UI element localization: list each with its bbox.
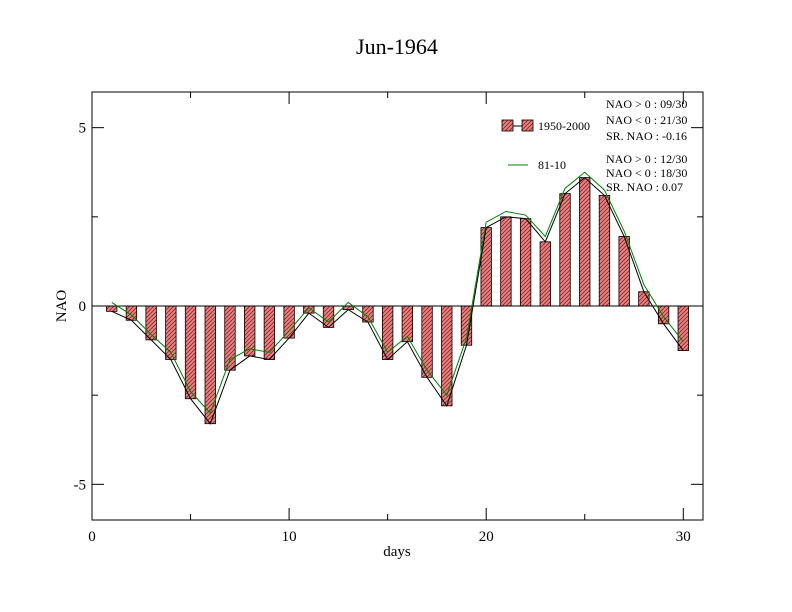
legend: 1950-2000 81-10 NAO > 0 : 09/30 NAO < 0 … [501, 97, 687, 194]
bar-day-17 [421, 305, 433, 378]
stat-81-10-neg: NAO < 0 : 18/30 [606, 166, 687, 180]
stat-1950-2000-pos: NAO > 0 : 09/30 [606, 97, 687, 111]
line-81-10 [111, 171, 684, 414]
bar-day-24 [559, 193, 571, 307]
stat-81-10-sr: SR. NAO : 0.07 [606, 180, 683, 194]
x-axis-label: days [383, 544, 411, 560]
chart-title: Jun-1964 [356, 34, 438, 59]
bar-day-28 [638, 291, 650, 307]
stat-1950-2000-sr: SR. NAO : -0.16 [606, 129, 687, 143]
bar-series [106, 177, 689, 425]
legend-label-1950-2000: 1950-2000 [538, 119, 590, 133]
legend-swatch-bar-right [521, 119, 534, 132]
bar-day-21 [500, 216, 512, 307]
y-tick-label: 0 [79, 299, 87, 315]
line-1950-2000 [111, 176, 684, 425]
bar-day-26 [598, 195, 611, 307]
x-tick-label: 30 [676, 529, 691, 545]
stat-1950-2000-neg: NAO < 0 : 21/30 [606, 113, 687, 127]
stat-81-10-pos: NAO > 0 : 12/30 [606, 152, 687, 166]
axis-ticks [91, 92, 703, 520]
plot-area [91, 91, 704, 521]
line-series [111, 171, 684, 425]
bar-day-6 [204, 305, 216, 425]
y-tick-label: 5 [79, 121, 87, 137]
bar-day-1 [106, 305, 118, 312]
legend-label-81-10: 81-10 [538, 158, 566, 172]
bar-day-25 [579, 177, 591, 307]
bar-day-23 [539, 241, 551, 307]
x-tick-label: 0 [88, 529, 96, 545]
legend-swatch-bar-left [501, 119, 514, 132]
bar-day-22 [519, 218, 532, 307]
y-tick-label: -5 [74, 477, 87, 493]
bar-day-4 [165, 305, 177, 360]
bar-day-30 [677, 305, 689, 351]
x-tick-label: 10 [282, 529, 297, 545]
bar-day-20 [480, 227, 492, 307]
y-axis-label: NAO [54, 290, 70, 323]
x-tick-label: 20 [479, 529, 494, 545]
